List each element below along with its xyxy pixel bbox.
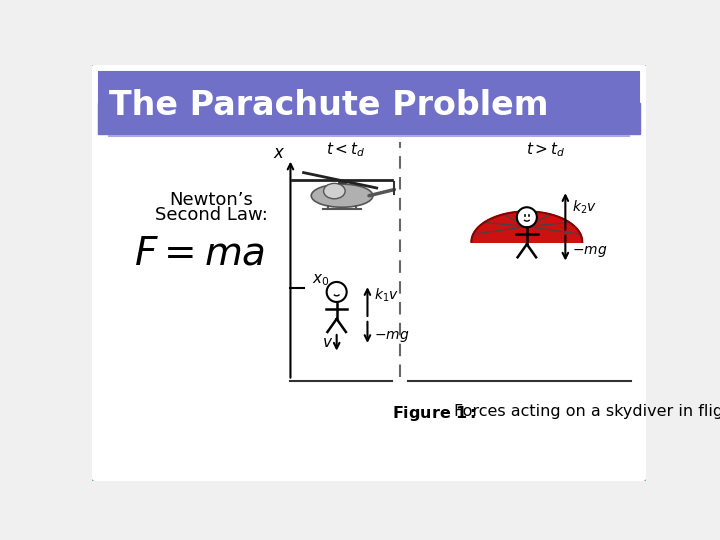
Text: The Parachute Problem: The Parachute Problem: [109, 89, 548, 122]
Text: $x_0$: $x_0$: [312, 273, 330, 288]
Text: $t < t_d$: $t < t_d$: [326, 140, 366, 159]
Text: $-mg$: $-mg$: [374, 329, 409, 345]
Circle shape: [327, 282, 346, 302]
Text: Forces acting on a skydiver in flight: Forces acting on a skydiver in flight: [454, 403, 720, 418]
Text: $k_2 v$: $k_2 v$: [572, 199, 596, 217]
Bar: [98, 103, 640, 134]
Polygon shape: [472, 212, 582, 242]
Text: $-mg$: $-mg$: [572, 245, 607, 259]
Text: $t > t_d$: $t > t_d$: [526, 140, 566, 159]
Ellipse shape: [323, 184, 345, 199]
Text: $\mathit{F = ma}$: $\mathit{F = ma}$: [134, 234, 265, 273]
Text: $x$: $x$: [274, 144, 286, 161]
Text: Second Law:: Second Law:: [155, 206, 268, 224]
Text: $k_1 v$: $k_1 v$: [374, 287, 399, 304]
Ellipse shape: [311, 184, 373, 207]
FancyBboxPatch shape: [98, 71, 640, 134]
Text: $\bf{Figure\ 1:}$: $\bf{Figure\ 1:}$: [392, 403, 476, 423]
Text: $v$: $v$: [322, 335, 333, 350]
Circle shape: [517, 207, 537, 227]
FancyBboxPatch shape: [89, 62, 649, 484]
Text: Newton’s: Newton’s: [169, 191, 253, 208]
